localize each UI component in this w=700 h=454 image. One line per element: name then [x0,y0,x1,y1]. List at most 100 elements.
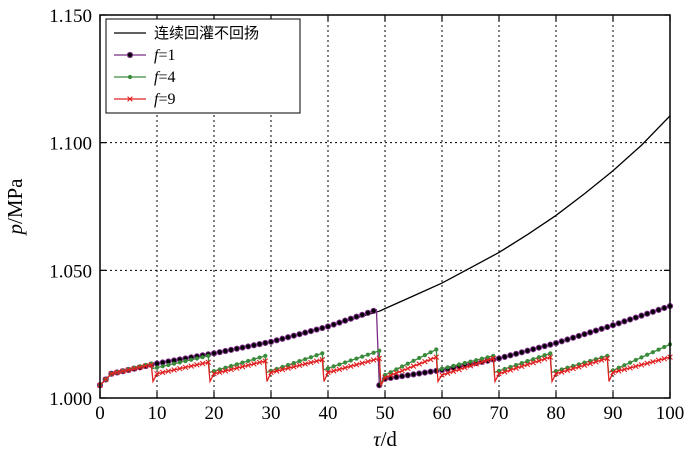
series-marker-1 [330,321,337,328]
series-marker-2 [508,364,513,370]
series-marker-2 [308,355,313,360]
series-marker-1 [313,326,320,333]
series-marker-2 [616,365,621,370]
series-marker-2 [411,358,416,363]
series-marker-2 [434,347,439,352]
series-marker-1 [575,332,582,340]
series-marker-1 [649,308,657,315]
x-tick-label: 40 [319,403,338,424]
series-marker-3 [216,369,223,376]
series-marker-2 [645,352,650,357]
series-marker-2 [457,362,462,367]
series-marker-2 [194,356,199,361]
series-marker-3 [199,360,206,367]
series-marker-1 [307,328,314,335]
grid-lines [100,15,670,398]
series-marker-1 [239,344,246,351]
series-marker-2 [525,359,530,364]
series-marker-3 [376,355,383,362]
series-marker-1 [638,312,645,319]
series-marker-2 [234,362,239,367]
series-marker-3 [325,369,331,376]
x-tick-label: 90 [604,403,623,424]
series-marker-3 [547,354,554,360]
series-marker-1 [558,338,565,345]
series-marker-2 [286,362,291,368]
series-marker-3 [490,355,497,362]
series-marker-1 [222,347,229,355]
series-marker-3 [456,366,462,373]
series-marker-1 [609,322,617,329]
series-marker-2 [462,360,467,366]
x-tick-label: 50 [376,403,395,424]
series-marker-2 [519,360,524,366]
series-marker-2 [229,363,234,369]
series-marker-3 [302,361,308,367]
x-tick-label: 70 [490,403,509,424]
series-marker-3 [604,355,611,362]
series-marker-3 [450,368,457,375]
series-marker-3 [291,364,297,370]
series-marker-3 [610,369,616,376]
series-marker-3 [296,362,303,369]
series-marker-3 [405,365,411,372]
series-marker-1 [210,350,218,357]
series-marker-1 [433,367,440,374]
series-marker-3 [519,363,525,370]
series-marker-1 [285,334,292,341]
y-tick-label: 1.050 [49,261,92,282]
series-marker-1 [336,319,343,326]
series-marker-2 [251,357,256,362]
series-marker-1 [273,337,280,344]
series-marker-2 [172,361,177,366]
series-marker-1 [535,344,543,351]
series-marker-1 [267,338,275,345]
series-marker-1 [245,343,252,350]
series-marker-2 [200,355,205,360]
series-marker-3 [387,372,394,379]
series-marker-2 [246,358,251,364]
legend-label-f4-value: =4 [158,69,175,86]
series-marker-3 [422,358,428,365]
series-marker-3 [598,357,605,363]
legend-label-f4: f=4 [154,69,175,86]
series-marker-3 [439,372,445,378]
series-marker-2 [154,365,160,370]
series-marker-2 [166,362,171,368]
series-marker-1 [290,332,297,339]
series-marker-3 [524,361,531,368]
series-marker-3 [365,358,371,365]
series-marker-3 [131,365,137,372]
x-tick-label: 20 [205,403,224,424]
series-marker-3 [473,361,479,367]
series-marker-3 [553,370,559,377]
series-marker-2 [263,353,268,358]
x-axis-label-unit: /d [381,427,398,451]
series-marker-2 [662,344,667,350]
series-marker-3 [154,370,160,377]
series-marker-1 [359,311,366,318]
series-marker-1 [581,331,588,338]
series-marker-2 [468,359,473,364]
series-marker-3 [570,365,576,372]
legend-entry-continuous: 连续回灌不回扬 [114,24,259,42]
y-axis-label: p/MPa [3,178,27,237]
series-marker-3 [330,368,337,374]
series-marker-2 [639,355,644,360]
series-marker-1 [495,355,503,362]
series-marker-3 [120,368,126,374]
series-marker-3 [359,360,365,366]
series-marker-1 [552,340,560,347]
series-marker-2 [160,364,165,369]
series-marker-2 [217,367,222,372]
x-axis-label-symbol: τ [373,427,382,451]
series-marker-3 [564,367,571,374]
series-marker-1 [319,324,326,332]
series-marker-1 [216,349,223,356]
series-marker-1 [393,373,400,381]
series-marker-2 [291,360,296,366]
series-marker-2 [320,351,325,356]
series-marker-3 [102,376,109,383]
series-marker-2 [514,362,519,368]
series-marker-2 [360,354,365,359]
